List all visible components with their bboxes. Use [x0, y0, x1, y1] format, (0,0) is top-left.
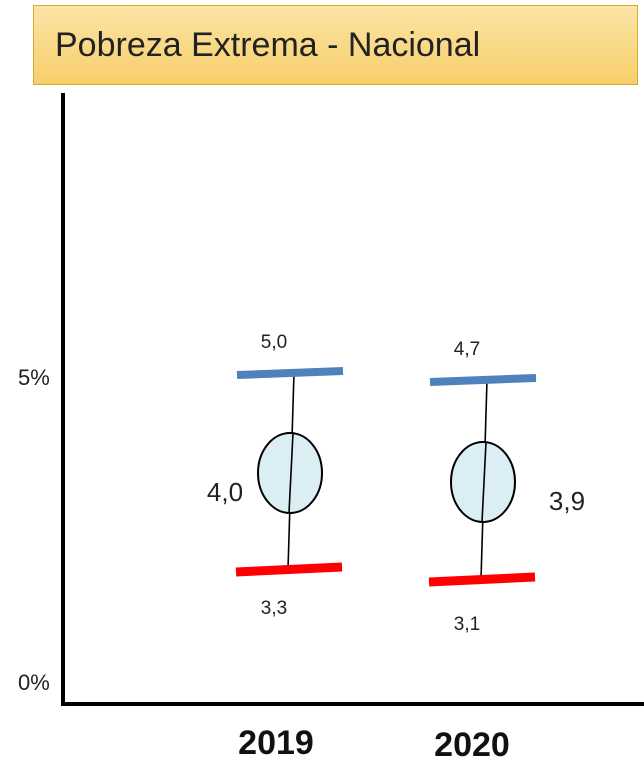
chart-title-box: Pobreza Extrema - Nacional — [33, 5, 638, 85]
estimate-label-2020: 3,9 — [549, 486, 585, 516]
whisker-inner-line-2020 — [481, 441, 487, 523]
category-label-2019: 2019 — [238, 724, 314, 760]
upper-bound-label-2019: 5,0 — [261, 332, 287, 353]
lower-bound-bar-2020 — [428, 572, 536, 587]
estimate-marker-2020 — [450, 441, 516, 523]
lower-bound-bar-2019 — [235, 562, 343, 577]
lower-bound-label-2019: 3,3 — [261, 598, 287, 619]
category-label-2020: 2020 — [434, 726, 510, 760]
upper-bound-bar-2020 — [429, 374, 537, 386]
whisker-inner-line-2019 — [288, 432, 294, 514]
estimate-marker-2019 — [257, 432, 323, 514]
error-bar-marks: 5,0 3,3 4,0 4,7 3,1 3,9 — [207, 332, 585, 635]
upper-bound-bar-2019 — [236, 367, 344, 379]
y-tick-label-0: 0% — [18, 670, 50, 695]
y-tick-label-5: 5% — [18, 365, 50, 390]
estimate-label-2019: 4,0 — [207, 477, 243, 507]
lower-bound-label-2020: 3,1 — [454, 614, 480, 635]
chart-title: Pobreza Extrema - Nacional — [55, 25, 481, 64]
upper-bound-label-2020: 4,7 — [454, 339, 480, 360]
